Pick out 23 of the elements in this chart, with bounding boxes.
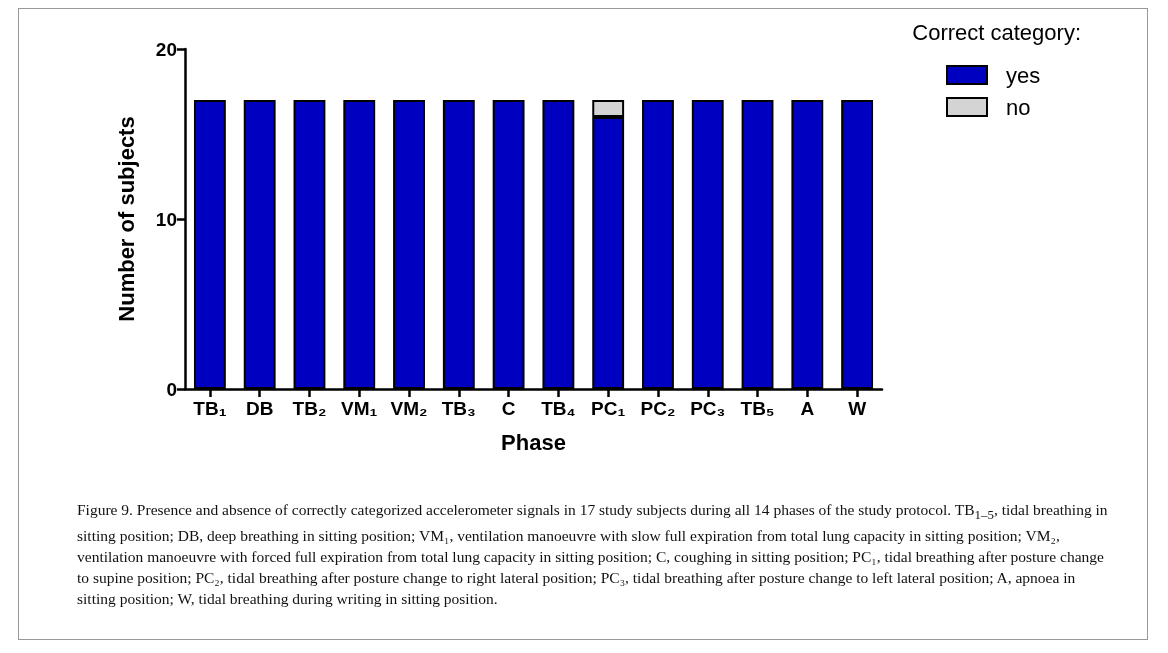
caption: Figure 9. Presence and absence of correctly categorized accelerometer signals in 17 study subjects during all 14 phases of the study protocol. TB$_{1–5}$, tidal breathing in sitting position; DB, deep breathing in sitting position; VM₁, ventilation manoeuvre with slow full expiration from total lung capacity in sitting position; VM₂, ventilation manoeuvre with forced full expiration from total lung capacity in sitting position; C, coughing in sitting position; PC₁, tidal breathing after posture change to supine position; PC₂, tidal breathing after posture change to right lateral position; PC₃, tidal breathing after posture change to left lateral position; A, apnoea in sitting position; W, tidal breathing during writing in sitting position. xyxy=(77,500,1109,610)
x-tick-label: C xyxy=(501,398,516,419)
legend-title: Correct category: xyxy=(912,19,1082,45)
x-tick-label: W xyxy=(848,398,867,419)
y-axis-title: Number of subjects xyxy=(113,116,139,322)
x-axis-title: Phase xyxy=(501,429,566,455)
x-tick-label: TB₂ xyxy=(292,398,327,419)
y-tick-label: 20 xyxy=(155,38,177,60)
y-tick-label: 0 xyxy=(166,378,177,400)
legend-label: yes xyxy=(1006,62,1041,88)
x-tick-label: A xyxy=(800,398,815,419)
x-tick-label: VM₁ xyxy=(341,398,378,419)
x-tick-label: TB₁ xyxy=(193,398,227,419)
x-tick-label: TB₅ xyxy=(740,398,775,419)
x-tick-label: PC₂ xyxy=(640,398,676,419)
x-tick-label: VM₂ xyxy=(390,398,428,419)
legend-label: no xyxy=(1006,94,1031,120)
x-tick-label: PC₁ xyxy=(591,398,626,419)
x-tick-label: TB₃ xyxy=(441,398,476,419)
x-tick-label: DB xyxy=(245,398,274,419)
x-tick-label: PC₃ xyxy=(690,398,726,419)
y-tick-label: 10 xyxy=(155,208,177,230)
x-tick-label: TB₄ xyxy=(541,398,576,419)
